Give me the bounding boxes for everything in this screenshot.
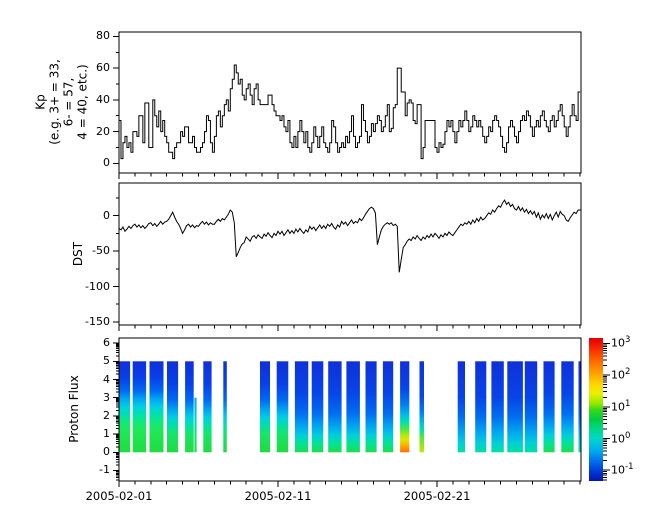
flux-bar [167, 361, 179, 453]
x-tick-label: 2005-02-01 [85, 489, 153, 503]
dst-y-tick-label: -150 [85, 314, 110, 328]
proton_flux-y-tick-label: 1 [103, 427, 110, 441]
flux-bar [524, 361, 538, 453]
flux-bar [346, 361, 360, 453]
flux-bar [185, 361, 194, 453]
kp-y-tick-label: 80 [96, 29, 110, 43]
flux-bar [311, 361, 324, 453]
proton_flux-y-tick-label: 0 [103, 445, 110, 459]
x-tick-label: 2005-02-21 [403, 489, 471, 503]
flux-bar [419, 361, 424, 453]
kp-y-tick-label: 0 [103, 156, 110, 170]
kp-series-line [119, 64, 581, 160]
dst-y-tick-label: -100 [85, 279, 110, 293]
dst-y-tick-label: 0 [103, 208, 110, 222]
colorbar [589, 338, 603, 481]
dst-y-tick-label: -50 [92, 244, 110, 258]
axis-ticks [113, 35, 610, 487]
flux-bar [294, 361, 309, 453]
flux-bar [475, 361, 487, 453]
flux-bar [457, 361, 465, 453]
flux-bar [132, 361, 147, 453]
proton_flux-y-tick-label: 6 [103, 336, 110, 350]
dst-series-line [118, 199, 581, 273]
colorbar-tick-label: 101 [611, 398, 631, 414]
proton_flux-y-tick-label: 4 [103, 372, 110, 386]
kp-panel [118, 31, 582, 174]
flux-bar [578, 361, 581, 453]
flux-bar [491, 361, 504, 453]
colorbar-tick-label: 102 [611, 367, 631, 382]
proton_flux-panel [118, 337, 582, 482]
flux-bar [507, 361, 523, 453]
flux-bar [365, 361, 377, 453]
kp-y-tick-label: 60 [96, 61, 110, 75]
proton_flux-y-tick-label: 2 [103, 408, 110, 422]
flux-bar [543, 361, 555, 453]
flux-bar [119, 361, 131, 453]
colorbar-tick-label: 10-1 [611, 462, 634, 477]
flux-bar [203, 361, 212, 453]
flux-bar [149, 361, 164, 453]
flux-bar [276, 361, 289, 453]
proton_flux-y-tick-label: 5 [103, 354, 110, 368]
flux-bar [223, 361, 227, 453]
colorbar-tick-label: 100 [611, 430, 631, 446]
proton_flux-y-tick-label: -1 [99, 463, 110, 477]
kp-y-tick-label: 20 [96, 124, 110, 138]
flux-bar [561, 361, 574, 453]
flux-bar [260, 361, 270, 453]
x-tick-label: 2005-02-11 [244, 489, 312, 503]
proton_flux-y-tick-label: 3 [103, 390, 110, 404]
flux-bar [400, 361, 410, 453]
kp-y-tick-label: 40 [96, 92, 110, 106]
flux-bar [328, 361, 342, 453]
dst-panel [118, 182, 582, 326]
flux-bar [382, 361, 394, 453]
colorbar-tick-label: 103 [611, 335, 631, 351]
flux-bar [194, 397, 197, 453]
